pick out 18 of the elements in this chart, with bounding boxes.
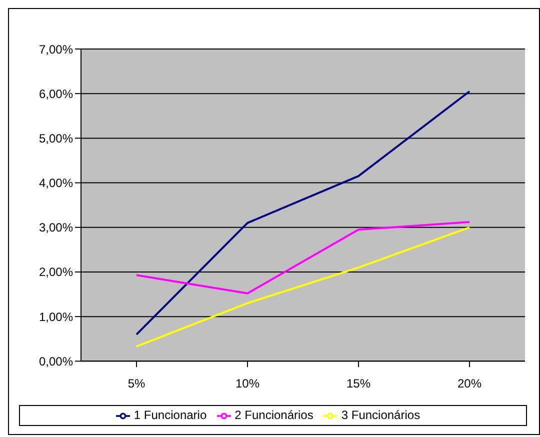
y-tick-label: 3,00% xyxy=(38,220,74,235)
x-tick-label: 5% xyxy=(128,376,146,391)
x-tick-label: 15% xyxy=(346,376,371,391)
x-tick-label: 20% xyxy=(457,376,482,391)
y-tick-label: 2,00% xyxy=(38,265,74,280)
line-series xyxy=(136,221,470,294)
y-tick-label: 4,00% xyxy=(38,176,74,190)
y-tick-label: 0,00% xyxy=(38,354,74,368)
y-tick-label: 7,00% xyxy=(38,42,74,56)
legend-label: 1 Funcionario xyxy=(134,408,207,422)
line-series xyxy=(136,226,470,348)
y-tick-label: 6,00% xyxy=(38,86,74,101)
y-tick-label: 5,00% xyxy=(38,131,74,146)
line-series xyxy=(136,90,470,336)
y-tick-label: 1,00% xyxy=(38,310,74,324)
legend-label: 3 Funcionários xyxy=(341,408,420,422)
x-tick-label: 10% xyxy=(235,376,260,391)
legend-label: 2 Funcionários xyxy=(234,408,314,422)
